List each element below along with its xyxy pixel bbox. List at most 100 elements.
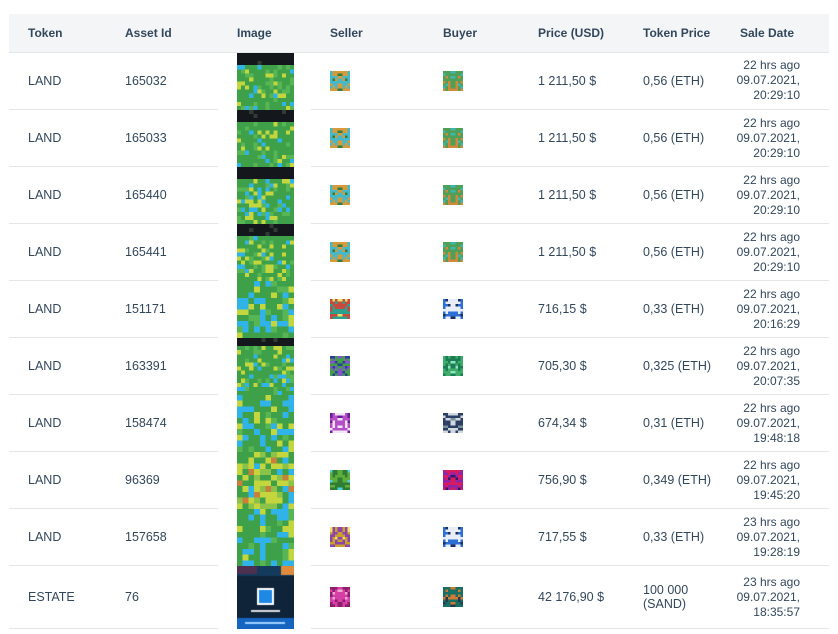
header-image: Image — [218, 14, 311, 53]
sale-ago-text: 22 hrs ago — [743, 343, 800, 358]
token-price-cell: 0,325 (ETH) — [643, 359, 712, 373]
token-cell: LAND — [28, 473, 62, 487]
land-image[interactable] — [237, 565, 294, 629]
token-cell: LAND — [28, 73, 62, 88]
price-usd-cell: 705,30 $ — [538, 359, 587, 373]
sale-date-text: 09.07.2021, — [736, 472, 800, 487]
asset-id-cell: 96369 — [125, 473, 160, 487]
land-image[interactable] — [237, 109, 294, 167]
sale-ago-text: 22 hrs ago — [743, 286, 800, 301]
sale-ago-text: 22 hrs ago — [743, 457, 800, 472]
buyer-avatar[interactable] — [443, 413, 463, 433]
sale-date-text: 09.07.2021, — [736, 187, 800, 202]
sale-date-cell: 23 hrs ago 09.07.2021, 18:35:57 — [721, 565, 829, 629]
header-asset-id: Asset Id — [106, 14, 218, 53]
buyer-avatar[interactable] — [443, 356, 463, 376]
seller-avatar[interactable] — [330, 470, 350, 490]
asset-id-cell: 165032 — [125, 73, 167, 88]
land-image[interactable] — [237, 394, 294, 452]
land-image[interactable] — [237, 280, 294, 338]
table-row[interactable]: LAND 165033 1 211,50 $ 0,56 (ETH) 22 hrs… — [9, 109, 829, 167]
table-row[interactable]: LAND 165440 1 211,50 $ 0,56 (ETH) 22 hrs… — [9, 166, 829, 224]
buyer-avatar[interactable] — [443, 470, 463, 490]
land-image[interactable] — [237, 52, 294, 110]
sale-time-text: 20:16:29 — [753, 316, 800, 331]
table-row[interactable]: LAND 157658 717,55 $ 0,33 (ETH) 23 hrs a… — [9, 508, 829, 566]
header-buyer: Buyer — [424, 14, 519, 53]
header-token-price: Token Price — [624, 14, 721, 53]
seller-avatar[interactable] — [330, 587, 350, 607]
sales-table: Token Asset Id Image Seller Buyer Price … — [9, 14, 829, 629]
land-image[interactable] — [237, 508, 294, 566]
buyer-avatar[interactable] — [443, 299, 463, 319]
sale-time-text: 20:29:10 — [753, 88, 800, 103]
token-price-cell: 0,31 (ETH) — [643, 416, 705, 430]
sale-date-cell: 22 hrs ago 09.07.2021, 20:29:10 — [721, 52, 829, 110]
sale-date-text: 09.07.2021, — [736, 358, 800, 373]
asset-id-cell: 151171 — [125, 302, 166, 316]
price-usd-cell: 1 211,50 $ — [538, 245, 597, 259]
sale-date-text: 09.07.2021, — [736, 130, 800, 145]
seller-avatar[interactable] — [330, 242, 350, 262]
price-usd-cell: 756,90 $ — [538, 473, 587, 487]
token-price-cell: 100 000 (SAND) — [643, 583, 689, 611]
price-usd-cell: 716,15 $ — [538, 302, 587, 316]
sale-time-text: 20:29:10 — [753, 202, 800, 217]
land-image[interactable] — [237, 166, 294, 224]
price-usd-cell: 1 211,50 $ — [538, 188, 597, 202]
land-image[interactable] — [237, 223, 294, 281]
sale-date-cell: 22 hrs ago 09.07.2021, 20:29:10 — [721, 223, 829, 281]
table-row[interactable]: LAND 151171 716,15 $ 0,33 (ETH) 22 hrs a… — [9, 280, 829, 338]
table-row[interactable]: LAND 165441 1 211,50 $ 0,56 (ETH) 22 hrs… — [9, 223, 829, 281]
sale-ago-text: 23 hrs ago — [743, 574, 800, 589]
seller-avatar[interactable] — [330, 128, 350, 148]
seller-avatar[interactable] — [330, 299, 350, 319]
seller-avatar[interactable] — [330, 413, 350, 433]
table-row[interactable]: LAND 163391 705,30 $ 0,325 (ETH) 22 hrs … — [9, 337, 829, 395]
token-price-cell: 0,56 (ETH) — [643, 131, 705, 145]
sale-date-cell: 22 hrs ago 09.07.2021, 19:48:18 — [721, 394, 829, 452]
sale-date-cell: 22 hrs ago 09.07.2021, 20:07:35 — [721, 337, 829, 395]
token-cell: LAND — [28, 302, 62, 316]
buyer-avatar[interactable] — [443, 185, 463, 205]
header-price-usd: Price (USD) — [519, 14, 624, 53]
table-row[interactable]: LAND 165032 1 211,50 $ 0,56 (ETH) 22 hrs… — [9, 52, 829, 110]
token-price-cell: 0,56 (ETH) — [643, 245, 705, 259]
token-price-cell: 0,56 (ETH) — [643, 73, 705, 88]
seller-avatar[interactable] — [330, 185, 350, 205]
header-token: Token — [9, 14, 106, 53]
sale-time-text: 19:48:18 — [753, 430, 800, 445]
sale-date-text: 09.07.2021, — [736, 244, 800, 259]
table-row[interactable]: LAND 96369 756,90 $ 0,349 (ETH) 22 hrs a… — [9, 451, 829, 509]
sale-time-text: 20:07:35 — [753, 373, 800, 388]
token-cell: LAND — [28, 359, 62, 373]
land-image[interactable] — [237, 451, 294, 509]
sale-time-text: 19:28:19 — [753, 544, 800, 559]
price-usd-cell: 717,55 $ — [538, 530, 587, 544]
land-image[interactable] — [237, 337, 294, 395]
sale-date-text: 09.07.2021, — [736, 301, 800, 316]
table-row[interactable]: LAND 158474 674,34 $ 0,31 (ETH) 22 hrs a… — [9, 394, 829, 452]
asset-id-cell: 163391 — [125, 359, 167, 373]
price-usd-cell: 674,34 $ — [538, 416, 587, 430]
buyer-avatar[interactable] — [443, 527, 463, 547]
seller-avatar[interactable] — [330, 356, 350, 376]
token-price-cell: 0,33 (ETH) — [643, 302, 705, 316]
sale-time-text: 19:45:20 — [753, 487, 800, 502]
buyer-avatar[interactable] — [443, 587, 463, 607]
sale-ago-text: 22 hrs ago — [743, 400, 800, 415]
header-seller: Seller — [311, 14, 424, 53]
table-row[interactable]: ESTATE 76 42 176,90 $ 100 000 (SAND) 23 … — [9, 565, 829, 629]
buyer-avatar[interactable] — [443, 242, 463, 262]
sale-date-cell: 23 hrs ago 09.07.2021, 19:28:19 — [721, 508, 829, 566]
sale-time-text: 20:29:10 — [753, 145, 800, 160]
seller-avatar[interactable] — [330, 527, 350, 547]
sale-ago-text: 22 hrs ago — [743, 229, 800, 244]
sale-ago-text: 22 hrs ago — [743, 58, 800, 73]
sale-ago-text: 22 hrs ago — [743, 172, 800, 187]
buyer-avatar[interactable] — [443, 70, 463, 91]
seller-avatar[interactable] — [330, 70, 350, 91]
buyer-avatar[interactable] — [443, 128, 463, 148]
asset-id-cell: 76 — [125, 590, 139, 604]
